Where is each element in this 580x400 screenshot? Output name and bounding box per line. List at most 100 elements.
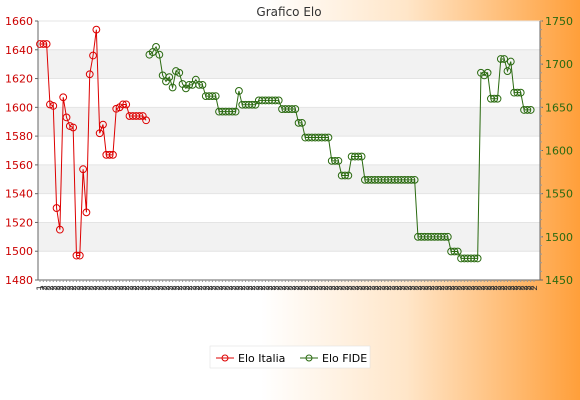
data-point-elo-italia	[49, 101, 58, 110]
data-point-elo-fide	[334, 156, 343, 165]
x-tick-label: 2	[507, 285, 517, 291]
x-tick-label: 2	[447, 285, 457, 291]
data-point-elo-fide	[155, 50, 164, 59]
left-tick-label: 1580	[5, 130, 33, 143]
x-tick-label: 2	[318, 285, 328, 291]
x-tick-label: 2	[169, 285, 179, 291]
right-tick-label: 1500	[545, 231, 573, 244]
x-tick-label: 2	[195, 285, 205, 291]
x-tick-label: 2	[464, 285, 474, 291]
x-tick-label: 2	[371, 285, 381, 291]
x-tick-label: 2	[245, 285, 255, 291]
x-tick-label: 2	[351, 285, 361, 291]
x-tick-label: 2	[338, 285, 348, 291]
data-point-elo-fide	[357, 152, 366, 161]
x-tick-label: 2	[364, 285, 374, 291]
x-tick-label: 2	[99, 285, 109, 291]
x-tick-label: 2	[517, 285, 527, 291]
x-tick-label: 2	[527, 285, 537, 291]
x-tick-label: 2	[298, 285, 308, 291]
x-tick-label: 2	[79, 285, 89, 291]
data-point-elo-italia	[105, 150, 114, 159]
data-point-elo-fide	[506, 57, 515, 66]
data-point-elo-fide	[516, 88, 525, 97]
x-tick-label: 2	[494, 285, 504, 291]
data-point-elo-italia	[75, 251, 84, 260]
x-tick-label: 2	[474, 285, 484, 291]
x-tick-label: 2	[82, 285, 92, 291]
data-point-elo-italia	[92, 25, 101, 34]
data-point-elo-fide	[450, 247, 459, 256]
right-tick-label: 1550	[545, 188, 573, 201]
x-tick-label: 2	[484, 285, 494, 291]
data-point-elo-italia	[42, 40, 51, 48]
x-tick-label: 2	[295, 285, 305, 291]
x-tick-label: 2	[414, 285, 424, 291]
x-tick-label: 2	[278, 285, 288, 291]
data-point-elo-fide	[165, 73, 174, 82]
x-tick-label: 2	[334, 285, 344, 291]
x-tick-label: 2	[387, 285, 397, 291]
series-layer	[36, 25, 535, 263]
x-tick-label: 2	[497, 285, 507, 291]
data-point-elo-italia	[118, 100, 127, 109]
left-tick-label: 1620	[5, 73, 33, 86]
x-tick-label: 2	[301, 285, 311, 291]
data-point-elo-fide	[298, 118, 306, 127]
x-tick-label: 2	[261, 285, 271, 291]
data-point-elo-fide	[288, 105, 296, 113]
data-point-elo-fide	[410, 175, 419, 184]
x-tick-label: 2	[530, 285, 540, 291]
x-tick-label: 2	[377, 285, 387, 291]
x-tick-label: 2	[39, 285, 49, 291]
x-tick-label: 2	[321, 285, 331, 291]
x-tick-label: 2	[86, 285, 96, 291]
x-tick-label: 2	[324, 285, 334, 291]
data-point-elo-fide	[470, 254, 479, 263]
x-tick-label: 2	[122, 285, 132, 291]
data-point-elo-fide	[324, 133, 333, 142]
x-tick-label: 2	[358, 285, 368, 291]
x-tick-label: 2	[72, 285, 82, 291]
data-point-elo-fide	[344, 171, 353, 180]
right-tick-label: 1650	[545, 101, 573, 114]
x-tick-label: 2	[205, 285, 215, 291]
x-tick-label: 2	[69, 285, 79, 291]
x-tick-label: 2	[66, 285, 76, 291]
x-tick-label: 2	[242, 285, 252, 291]
data-point-elo-italia	[122, 100, 131, 109]
left-tick-label: 1660	[5, 15, 33, 28]
x-tick-label: 2	[275, 285, 285, 291]
x-tick-label: 2	[135, 285, 145, 291]
x-tick-label: 2	[155, 285, 165, 291]
x-tick-label: 2	[444, 285, 454, 291]
x-tick-label: 2	[235, 285, 245, 291]
data-point-elo-italia	[55, 225, 64, 234]
data-point-elo-fide	[294, 118, 303, 127]
data-point-elo-fide	[493, 94, 502, 103]
x-tick-label: 2	[63, 285, 73, 291]
x-tick-label: 2	[305, 285, 315, 291]
x-tick-label: 2	[179, 285, 189, 291]
x-tick-label: 2	[437, 285, 447, 291]
data-point-elo-italia	[59, 93, 68, 102]
x-tick-label: 2	[132, 285, 142, 291]
data-point-elo-fide	[443, 232, 452, 241]
x-tick-label: 2	[314, 285, 324, 291]
x-tick-label: 2	[225, 285, 235, 291]
series-line-elo-italia	[40, 29, 147, 257]
legend: Elo Italia Elo FIDE	[209, 345, 371, 369]
x-tick-label: 2	[165, 285, 175, 291]
x-tick-label: 2	[112, 285, 122, 291]
x-tick-label: 2	[96, 285, 106, 291]
x-tick-label: 2	[470, 285, 480, 291]
x-tick-label: 2	[265, 285, 275, 291]
data-point-elo-fide	[152, 43, 160, 51]
x-tick-label: 2	[218, 285, 228, 291]
data-point-elo-fide	[231, 107, 240, 116]
x-tick-label: 2	[500, 285, 510, 291]
x-tick-label: 2	[53, 285, 63, 291]
x-tick-label: 2	[407, 285, 417, 291]
x-tick-label: 1	[36, 285, 46, 291]
